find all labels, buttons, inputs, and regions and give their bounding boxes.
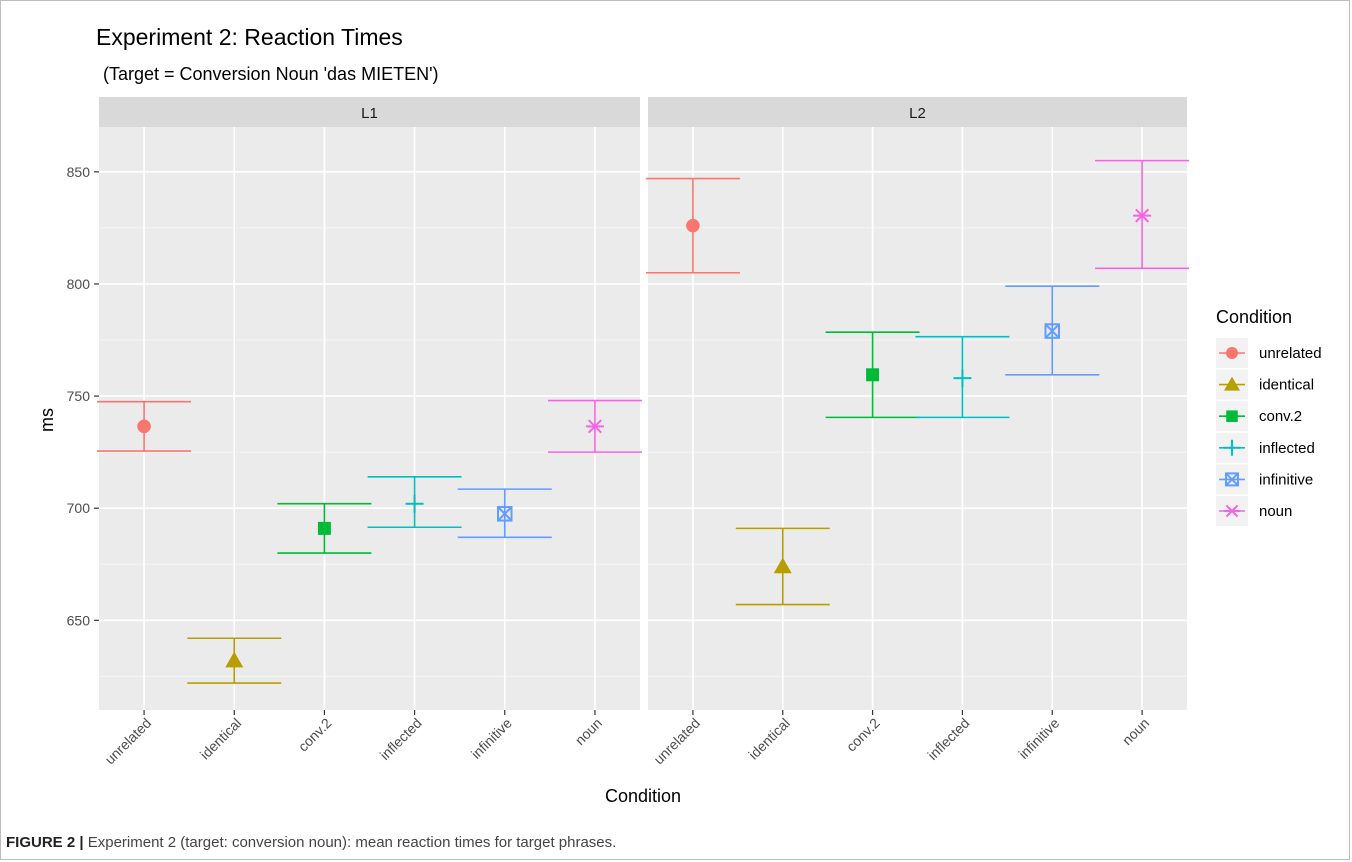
facet-strip-l2 <box>648 97 1187 127</box>
x-tick-label: identical <box>197 715 245 763</box>
point-l2-infinitive-cross <box>1044 323 1060 339</box>
point-l1-infinitive-box <box>497 506 513 522</box>
point-l1-conv.2 <box>317 521 331 535</box>
facet-label-l2: L2 <box>909 105 926 122</box>
x-tick-label: infinitive <box>1015 715 1062 762</box>
plot-background-l1 <box>99 127 640 710</box>
legend-label: noun <box>1259 503 1292 520</box>
point-l1-noun <box>585 419 604 434</box>
legend: Condition unrelated identical conv.2 inflec… <box>1216 307 1322 526</box>
y-tick-label: 650 <box>67 612 91 628</box>
panel-l1: L1 unrelated identical conv.2 inflected infin… <box>97 97 642 767</box>
x-tick-label: inflected <box>377 715 425 763</box>
legend-item-infinitive: infinitive <box>1216 464 1313 495</box>
chart-subtitle: (Target = Conversion Noun 'das MIETEN') <box>103 64 439 84</box>
legend-item-unrelated: unrelated <box>1216 338 1322 368</box>
x-axis-title: Condition <box>605 786 681 806</box>
point-l1-infinitive <box>497 506 513 522</box>
legend-label: unrelated <box>1259 345 1322 362</box>
legend-title: Condition <box>1216 307 1292 327</box>
point-l1-infinitive-cross <box>497 506 513 522</box>
legend-label: infinitive <box>1259 471 1313 488</box>
point-l2-noun <box>1133 208 1152 223</box>
plot-background-l2 <box>648 127 1187 710</box>
x-tick-label: identical <box>745 715 793 763</box>
panels-layer: L1 unrelated identical conv.2 inflected infin… <box>97 97 1190 768</box>
legend-label: conv.2 <box>1259 408 1302 425</box>
legend-key-marker <box>1225 472 1239 487</box>
legend-key-marker <box>1224 504 1240 518</box>
legend-item-noun: noun <box>1216 496 1292 526</box>
y-tick-label: 850 <box>67 164 91 180</box>
legend-key-marker <box>1226 410 1238 422</box>
figure-caption: FIGURE 2 | Experiment 2 (target: convers… <box>6 834 616 851</box>
point-l2-infinitive-box <box>1044 323 1060 339</box>
legend-item-identical: identical <box>1216 369 1314 400</box>
legend-key-marker-cross <box>1225 472 1239 487</box>
x-tick-label: noun <box>572 715 605 748</box>
point-l2-identical <box>773 557 792 574</box>
y-axis-title: ms <box>37 408 57 432</box>
legend-label: identical <box>1259 377 1314 394</box>
facet-strip-l1 <box>99 97 640 127</box>
x-tick-label: infinitive <box>468 715 515 762</box>
point-l2-inflected <box>953 369 972 388</box>
y-tick-label: 750 <box>67 388 91 404</box>
point-l2-infinitive <box>1044 323 1060 339</box>
x-tick-label: unrelated <box>102 715 155 768</box>
legend-key-marker <box>1224 439 1240 456</box>
x-tick-label: inflected <box>924 715 972 763</box>
y-tick-label: 800 <box>67 276 91 292</box>
point-l1-identical <box>225 651 244 668</box>
reaction-time-chart: Experiment 2: Reaction Times (Target = C… <box>37 24 1322 806</box>
point-l1-unrelated <box>137 419 151 434</box>
x-tick-label: conv.2 <box>295 715 335 755</box>
x-tick-label: noun <box>1119 715 1152 748</box>
panel-l2: L2 unrelated identical conv.2 inflected infin… <box>645 97 1190 768</box>
chart-title: Experiment 2: Reaction Times <box>96 24 403 50</box>
y-tick-label: 700 <box>67 500 91 516</box>
legend-key-marker-box <box>1225 472 1239 487</box>
legend-item-inflected: inflected <box>1216 432 1315 463</box>
legend-key-marker <box>1224 376 1240 391</box>
legend-label: inflected <box>1259 440 1315 457</box>
figure-caption-text: Experiment 2 (target: conversion noun): … <box>87 834 617 851</box>
point-l2-conv.2 <box>866 368 880 382</box>
figure-caption-label: FIGURE 2 | <box>6 834 88 851</box>
y-axis: 650 700 750 800 850 <box>67 164 99 628</box>
facet-label-l1: L1 <box>361 105 378 122</box>
x-tick-label: conv.2 <box>843 715 883 755</box>
point-l1-inflected <box>405 494 424 513</box>
x-tick-label: unrelated <box>650 715 703 768</box>
legend-key-marker <box>1226 347 1238 359</box>
legend-item-conv.2: conv.2 <box>1216 401 1302 432</box>
point-l2-unrelated <box>686 218 700 233</box>
